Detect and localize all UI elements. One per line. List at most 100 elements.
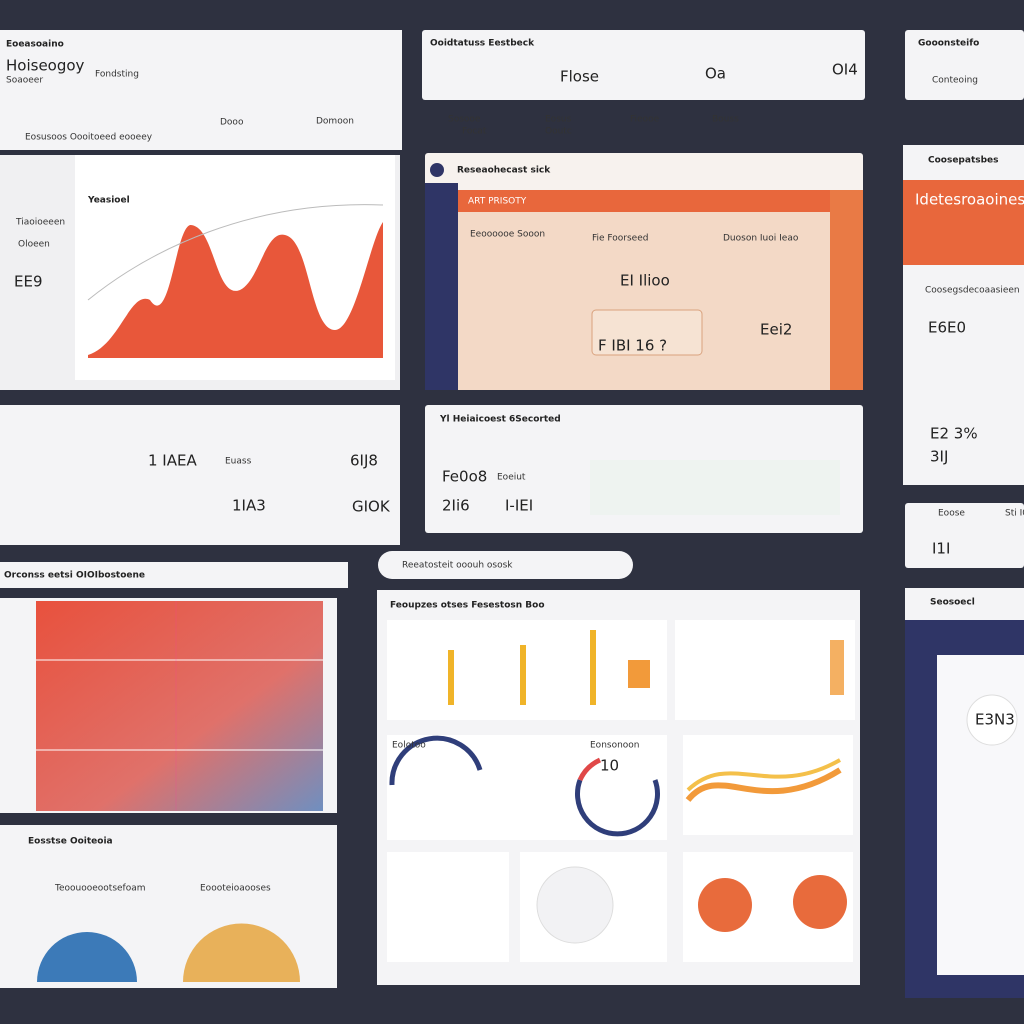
hero-edge	[830, 190, 863, 390]
label: E2 3%	[930, 425, 978, 443]
label: Fe0o8	[442, 468, 487, 486]
label: Duoson Iuoi Ieao	[723, 234, 799, 244]
label: EE9	[14, 273, 43, 291]
label: OI4	[832, 61, 858, 79]
label: Teoouooeootsefoam	[54, 884, 146, 894]
label: Gooonsteifo	[918, 39, 979, 49]
label: 10	[600, 757, 619, 775]
hero	[458, 190, 863, 390]
panel	[905, 30, 1024, 100]
label: Coosepatsbes	[928, 156, 999, 166]
label: EI Ilioo	[620, 272, 670, 290]
arc	[389, 735, 483, 786]
label: Reeatosteit ooouh ososk	[402, 561, 513, 571]
label: F IBI 16 ?	[598, 337, 667, 355]
arc	[575, 779, 660, 837]
blob	[698, 878, 752, 932]
label: Tiaoioeeen	[15, 218, 65, 228]
label: Flose	[560, 68, 599, 86]
label: Ooidtatuss Eestbeck	[430, 39, 535, 49]
panel	[422, 30, 865, 100]
label: Yl Heiaicoest 6Secorted	[439, 415, 561, 425]
label: Reseaohecast sick	[457, 166, 551, 176]
strip	[590, 460, 840, 515]
label: ART PRISOTY	[468, 197, 527, 207]
label: Eosus	[545, 115, 572, 125]
icon	[430, 163, 444, 177]
label: Domoon	[316, 117, 354, 127]
heatmap	[36, 601, 323, 811]
label: Ooutc	[545, 127, 572, 137]
card	[387, 852, 509, 962]
label: Eoose	[938, 509, 965, 519]
label: Oloeen	[18, 240, 50, 250]
label: 1 IAEA	[148, 452, 197, 470]
label: 1IA3	[232, 497, 266, 515]
label: Eosstse Ooiteoia	[28, 837, 113, 847]
bar-shape	[590, 630, 596, 705]
label: Fie Foorseed	[592, 234, 648, 244]
dial	[536, 866, 614, 944]
label: Euass	[225, 457, 252, 467]
label: E6E0	[928, 319, 966, 337]
label: Eoeiut	[497, 473, 526, 483]
label: Eeoooooe Sooon	[470, 230, 545, 240]
bar-shape	[830, 640, 844, 695]
sidebar	[425, 183, 458, 390]
label: Coosegsdecoaasieen	[925, 286, 1020, 296]
bar-shape	[628, 660, 650, 688]
bar-shape	[520, 645, 526, 705]
wave	[685, 767, 842, 802]
label: Eoeasoaino	[6, 40, 64, 50]
panel	[0, 30, 402, 150]
callout	[591, 309, 703, 356]
label: E3N3	[975, 711, 1015, 729]
label: Fieooe	[630, 115, 660, 125]
label: Dooo	[220, 118, 244, 128]
blob	[793, 875, 847, 929]
label: Sosooe	[448, 115, 481, 125]
label: Eoooteioaooses	[200, 884, 271, 894]
label: Fondsting	[95, 70, 139, 80]
curve	[87, 204, 384, 301]
hero-bar	[458, 190, 830, 212]
label: I1I	[932, 540, 950, 558]
label: GIOK	[352, 498, 391, 516]
semi-donut	[37, 932, 137, 982]
semi-donut	[183, 923, 300, 982]
hero	[903, 180, 1024, 265]
arc	[577, 757, 602, 782]
card	[387, 620, 667, 720]
panel	[905, 503, 1024, 568]
pill	[378, 551, 633, 579]
label: Idetesroaoiness	[915, 191, 1024, 209]
bubble	[966, 694, 1018, 746]
label: Yeasioel	[87, 196, 130, 206]
label: Hoiseogoy	[6, 57, 85, 75]
label: Seosoecl	[930, 598, 975, 608]
label: 3IJ	[930, 448, 948, 466]
label: Eonsonoon	[590, 741, 640, 751]
label: Orconss eetsi OIOIbostoene	[4, 571, 145, 581]
card	[387, 735, 667, 840]
panel	[0, 405, 400, 545]
area-shape	[88, 222, 383, 358]
label: Eosusoos Oooitoeed eooeey	[25, 133, 153, 143]
label: Sti I0N	[1005, 509, 1024, 519]
label: Focat	[462, 127, 487, 137]
label: Eolotoo	[392, 741, 426, 751]
label: Soaoeer	[6, 76, 43, 86]
label: Feoupzes otses Fesestosn Boo	[390, 601, 545, 611]
label: 2Ii6	[442, 497, 470, 515]
card	[675, 620, 855, 720]
label: Conteoing	[932, 76, 978, 86]
bar-shape	[448, 650, 454, 705]
wave	[686, 758, 841, 792]
label: Bouss	[712, 115, 739, 125]
label: Oa	[705, 65, 726, 83]
header-bar	[0, 562, 348, 588]
label: 6IJ8	[350, 452, 378, 470]
